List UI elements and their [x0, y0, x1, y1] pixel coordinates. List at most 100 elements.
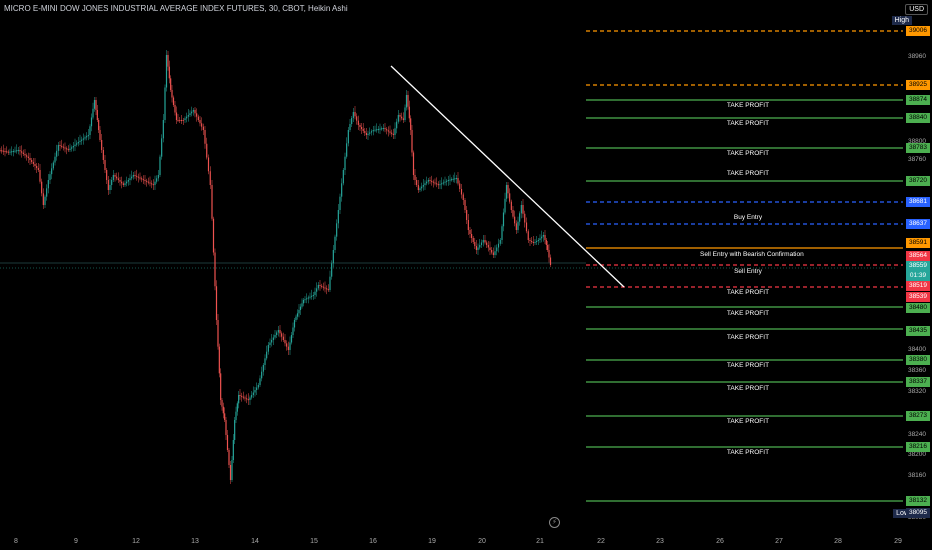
candle-body: [146, 180, 148, 182]
candle-body: [416, 180, 418, 185]
y-axis-label: 38200: [907, 451, 927, 458]
candle-body: [69, 148, 71, 150]
candle-body: [264, 358, 266, 365]
candle-body: [42, 193, 44, 205]
candle-body: [89, 126, 91, 135]
level-label: TAKE PROFIT: [726, 120, 770, 127]
candle-body: [19, 150, 21, 152]
candle-body: [289, 342, 291, 350]
candle-body: [327, 289, 329, 291]
candle-body: [276, 332, 278, 335]
candle-body: [122, 183, 124, 185]
candle-body: [466, 210, 468, 220]
level-label: Sell Entry: [734, 268, 762, 275]
x-axis-label: 19: [428, 538, 436, 545]
candle-body: [164, 87, 166, 120]
candle-body: [299, 306, 302, 310]
candle-body: [81, 139, 83, 141]
candle-body: [262, 365, 264, 372]
candle-body: [117, 178, 119, 180]
candle-body: [486, 242, 488, 245]
level-label: TAKE PROFIT: [726, 385, 770, 392]
candle-body: [397, 115, 399, 122]
candle-body: [107, 180, 109, 190]
candle-body: [172, 97, 175, 105]
candle-body: [104, 160, 106, 170]
candle-body: [356, 116, 358, 121]
candle-body: [149, 182, 151, 184]
candle-body: [207, 157, 210, 172]
candle-body: [429, 180, 431, 181]
candle-body: [307, 297, 309, 299]
replay-icon[interactable]: ⚡: [549, 517, 560, 528]
candle-body: [66, 148, 68, 150]
candle-body: [116, 176, 118, 179]
candle-body: [136, 175, 138, 177]
price-tag: 38637: [906, 219, 930, 229]
candle-body: [477, 247, 479, 250]
y-axis-label: 38360: [907, 367, 927, 374]
candle-body: [507, 185, 509, 194]
candle-body: [112, 175, 114, 180]
candle-body: [212, 218, 215, 253]
candle-body: [196, 113, 198, 117]
currency-badge[interactable]: USD: [905, 4, 928, 15]
candle-body: [177, 120, 179, 121]
candle-body: [147, 181, 149, 183]
candle-body: [215, 286, 218, 320]
candle-body: [154, 181, 156, 185]
candle-body: [302, 300, 305, 304]
candle-body: [290, 335, 293, 343]
candle-body: [455, 178, 457, 179]
candle-body: [217, 320, 219, 347]
level-label: TAKE PROFIT: [726, 334, 770, 341]
candle-body: [102, 150, 104, 160]
candle-body: [427, 180, 429, 182]
price-tag: 38132: [906, 496, 930, 506]
candle-body: [189, 113, 191, 115]
candle-body: [387, 130, 389, 132]
candle-body: [267, 345, 269, 352]
candle-body: [247, 399, 249, 401]
price-tag: 38435: [906, 326, 930, 336]
candle-body: [339, 196, 341, 210]
candle-body: [174, 105, 176, 113]
candle-body: [331, 263, 333, 277]
candle-body: [114, 175, 116, 177]
candle-body: [261, 371, 263, 379]
candle-body: [197, 116, 199, 120]
price-tag: 38591: [906, 238, 930, 248]
candle-body: [449, 179, 451, 181]
candle-body: [548, 250, 550, 258]
level-label: Buy Entry: [733, 214, 763, 221]
candle-body: [386, 129, 388, 131]
candle-body: [90, 117, 93, 127]
candle-body: [372, 130, 374, 132]
candle-body: [152, 184, 154, 186]
candle-body: [64, 147, 66, 149]
candle-body: [206, 143, 208, 158]
candle-body: [474, 242, 476, 246]
candle-body: [82, 138, 84, 140]
candle-body: [357, 120, 359, 125]
candle-body: [394, 128, 396, 135]
candle-body: [522, 205, 524, 214]
candle-body: [246, 398, 248, 400]
price-tag: 38273: [906, 411, 930, 421]
candle-body: [126, 181, 128, 184]
candle-body: [238, 395, 240, 404]
x-axis-label: 16: [369, 538, 377, 545]
candle-body: [541, 236, 543, 239]
candle-body: [367, 133, 369, 135]
candle-body: [127, 180, 129, 182]
candle-body: [422, 185, 424, 187]
candle-body: [231, 460, 233, 480]
candle-body: [342, 170, 344, 184]
candle-body: [334, 236, 336, 250]
candle-body: [389, 131, 391, 133]
y-axis-label: 38800: [907, 138, 927, 145]
candle-body: [134, 175, 136, 176]
candle-body: [229, 465, 232, 480]
candle-body: [317, 285, 319, 289]
